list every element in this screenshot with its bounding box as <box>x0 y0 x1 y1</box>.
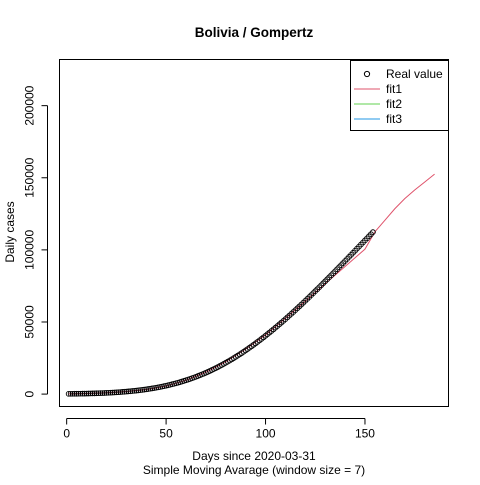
data-point <box>89 390 96 397</box>
legend-label: Real value <box>386 67 443 81</box>
data-point <box>133 387 140 394</box>
legend-item: fit1 <box>354 82 402 96</box>
data-point <box>107 389 114 396</box>
data-point <box>370 229 376 235</box>
plot-frame <box>59 59 449 407</box>
data-point <box>83 390 90 397</box>
y-axis: 0 50000 100000 150000 200000 <box>23 85 48 397</box>
data-point <box>79 390 86 397</box>
legend-label: fit1 <box>386 82 402 96</box>
legend-marker-point <box>363 70 371 78</box>
data-point <box>71 390 78 397</box>
data-point <box>103 390 110 396</box>
data-point <box>97 390 104 396</box>
legend-item: fit2 <box>354 97 402 111</box>
data-point <box>99 390 106 396</box>
y-axis-label: Daily cases <box>3 201 17 262</box>
series-layer <box>65 173 435 397</box>
data-point <box>129 388 136 394</box>
data-point <box>95 390 102 397</box>
data-point <box>119 389 126 395</box>
data-point <box>149 385 156 392</box>
legend-item: fit3 <box>354 112 402 126</box>
x-tick-label: 150 <box>355 427 375 441</box>
x-tick-label: 100 <box>256 427 276 441</box>
data-point <box>109 389 116 396</box>
data-point <box>117 389 124 395</box>
data-point <box>141 386 148 393</box>
legend-label: fit2 <box>386 97 402 111</box>
data-point <box>113 389 120 396</box>
data-point <box>69 390 76 397</box>
y-tick-label: 200000 <box>23 85 37 125</box>
y-tick-label: 0 <box>23 390 37 397</box>
data-point <box>93 390 100 397</box>
data-point <box>85 390 92 397</box>
data-point <box>75 390 82 397</box>
data-point <box>125 388 132 395</box>
data-point <box>67 390 74 397</box>
data-point <box>147 385 154 392</box>
x-tick-label: 50 <box>159 427 173 441</box>
y-tick-label: 100000 <box>23 230 37 270</box>
data-point <box>73 390 80 397</box>
data-point <box>143 386 150 393</box>
data-point <box>77 390 84 397</box>
data-point <box>65 390 72 397</box>
data-point <box>123 388 130 395</box>
legend-label: fit3 <box>386 112 402 126</box>
y-tick-label: 50000 <box>23 305 37 339</box>
data-point <box>139 387 146 393</box>
x-tick-label: 0 <box>63 427 70 441</box>
data-point <box>135 387 142 394</box>
data-point <box>131 387 138 394</box>
data-point <box>137 387 144 393</box>
chart-subtitle: Simple Moving Avarage (window size = 7) <box>143 463 365 477</box>
data-point <box>105 389 112 396</box>
data-point <box>127 388 134 395</box>
legend-item: Real value <box>363 67 443 81</box>
data-point <box>121 388 128 395</box>
data-point <box>111 389 118 396</box>
x-axis: 0 50 100 150 <box>63 418 375 441</box>
data-point <box>101 390 108 396</box>
data-point <box>87 390 94 397</box>
data-point <box>145 386 152 392</box>
data-point <box>91 390 98 397</box>
y-tick-label: 150000 <box>23 157 37 197</box>
data-point <box>81 390 88 397</box>
data-point <box>115 389 122 396</box>
x-axis-label: Days since 2020-03-31 <box>192 449 316 463</box>
chart-title: Bolivia / Gompertz <box>195 25 314 40</box>
